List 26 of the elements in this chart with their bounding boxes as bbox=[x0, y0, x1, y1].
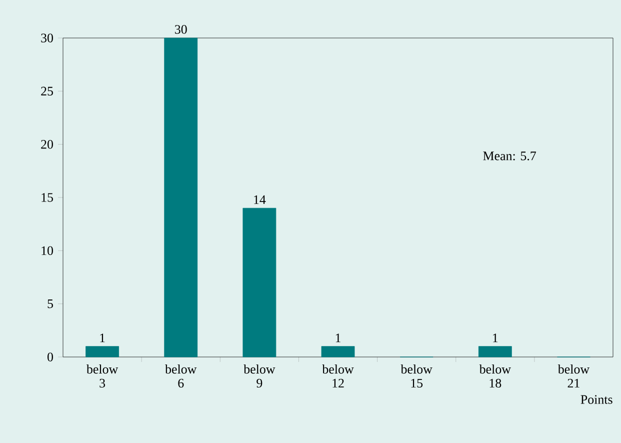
data-label: 14 bbox=[254, 195, 266, 204]
bar bbox=[478, 346, 512, 358]
x-tick-label: below 12 bbox=[322, 364, 354, 388]
y-tick-label: 5 bbox=[48, 300, 53, 308]
y-tick-label: 30 bbox=[41, 34, 53, 42]
y-tick-label: 15 bbox=[42, 193, 53, 202]
y-tick-label: 25 bbox=[41, 86, 53, 96]
y-tick-label: 20 bbox=[41, 140, 53, 149]
x-tick-label: below 18 bbox=[479, 364, 511, 388]
x-tick-label: below 6 bbox=[165, 364, 197, 388]
data-label: 1 bbox=[336, 334, 340, 342]
data-label: 1 bbox=[100, 334, 105, 342]
x-tick-label: below 9 bbox=[244, 364, 276, 388]
y-tick-label: 0 bbox=[48, 352, 53, 362]
y-tick-label: 10 bbox=[42, 246, 53, 256]
x-tick-label: below 15 bbox=[400, 364, 432, 388]
x-axis-title: Points bbox=[580, 395, 612, 404]
bar bbox=[321, 346, 355, 358]
bar bbox=[164, 38, 198, 358]
annotation: Mean: 5.7 bbox=[483, 152, 536, 160]
bar bbox=[86, 346, 119, 358]
data-label: 1 bbox=[493, 334, 498, 342]
bar bbox=[242, 208, 276, 358]
data-label: 30 bbox=[175, 25, 187, 34]
x-tick-label: below 21 bbox=[558, 364, 590, 388]
x-tick-label: below 3 bbox=[86, 364, 118, 388]
